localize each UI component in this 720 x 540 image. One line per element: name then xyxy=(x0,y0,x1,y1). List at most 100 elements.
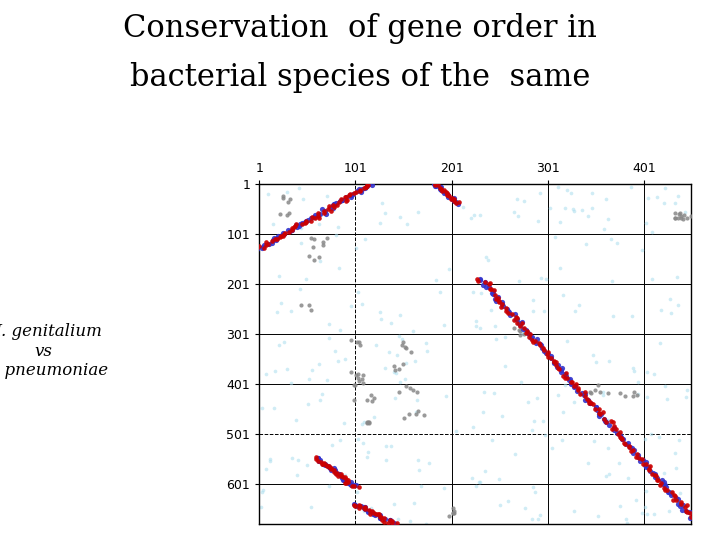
Point xyxy=(351,502,363,511)
Point xyxy=(584,399,595,408)
Point xyxy=(447,509,459,518)
Point xyxy=(443,511,454,520)
Point xyxy=(316,205,328,214)
Point xyxy=(490,322,501,330)
Point xyxy=(508,324,520,333)
Point xyxy=(678,501,689,509)
Point xyxy=(496,411,508,420)
Point xyxy=(337,473,348,482)
Point xyxy=(348,500,359,509)
Point xyxy=(325,465,337,474)
Point xyxy=(372,510,384,519)
Point xyxy=(551,361,562,370)
Point xyxy=(573,301,585,310)
Point xyxy=(382,519,394,528)
Point xyxy=(675,497,687,506)
Point xyxy=(499,362,510,370)
Point xyxy=(614,433,626,441)
Point xyxy=(385,517,397,525)
Point xyxy=(410,408,422,417)
Point xyxy=(681,386,693,394)
Point xyxy=(258,240,269,249)
Point xyxy=(359,503,371,512)
Point xyxy=(512,211,523,220)
Point xyxy=(634,454,645,462)
Point xyxy=(363,505,374,514)
Point xyxy=(545,354,557,362)
Point xyxy=(359,505,371,514)
Point xyxy=(632,453,644,461)
Point xyxy=(332,222,343,231)
Point xyxy=(621,439,632,448)
Point xyxy=(353,377,364,386)
Point xyxy=(516,319,528,328)
Point xyxy=(474,211,485,219)
Point xyxy=(659,483,670,492)
Point xyxy=(362,417,374,426)
Point xyxy=(566,378,577,387)
Point xyxy=(440,187,451,196)
Point xyxy=(615,431,626,440)
Point xyxy=(384,516,396,524)
Point xyxy=(584,399,595,408)
Point xyxy=(500,333,511,341)
Point xyxy=(368,412,379,421)
Point xyxy=(318,238,329,246)
Point xyxy=(351,338,363,346)
Point xyxy=(549,233,561,241)
Point xyxy=(329,465,341,474)
Point xyxy=(345,191,356,200)
Point xyxy=(548,357,559,366)
Point xyxy=(354,186,365,194)
Point xyxy=(680,507,692,515)
Point xyxy=(318,209,330,218)
Point xyxy=(569,381,580,390)
Point xyxy=(557,364,568,373)
Point xyxy=(429,181,441,190)
Point xyxy=(549,358,560,367)
Point xyxy=(631,450,642,458)
Point xyxy=(369,509,380,518)
Point xyxy=(534,339,545,347)
Point xyxy=(404,383,415,392)
Point xyxy=(480,253,492,261)
Point xyxy=(331,201,343,210)
Point xyxy=(678,215,689,224)
Point xyxy=(318,460,329,468)
Point xyxy=(518,329,530,338)
Point xyxy=(616,435,628,443)
Point xyxy=(274,272,285,280)
Point xyxy=(665,489,677,498)
Point xyxy=(661,483,672,491)
Point xyxy=(260,464,271,473)
Point xyxy=(278,230,289,239)
Point xyxy=(495,303,507,312)
Point xyxy=(593,511,604,520)
Point xyxy=(531,335,543,343)
Point xyxy=(545,354,557,362)
Point xyxy=(659,485,670,494)
Point xyxy=(594,409,606,417)
Point xyxy=(646,228,657,237)
Point xyxy=(346,336,357,345)
Point xyxy=(314,210,325,218)
Point xyxy=(323,482,334,491)
Point xyxy=(653,433,665,442)
Point xyxy=(323,462,334,470)
Text: Conservation  of gene order in: Conservation of gene order in xyxy=(123,14,597,44)
Point xyxy=(487,287,498,296)
Point xyxy=(362,448,374,456)
Point xyxy=(312,457,323,465)
Point xyxy=(660,381,671,390)
Point xyxy=(540,349,552,357)
Point xyxy=(600,471,612,480)
Point xyxy=(632,389,644,398)
Point xyxy=(294,285,305,293)
Point xyxy=(589,405,600,414)
Point xyxy=(671,272,683,281)
Point xyxy=(444,265,455,273)
Point xyxy=(500,303,512,312)
Point xyxy=(684,509,696,517)
Point xyxy=(673,210,685,219)
Point xyxy=(442,193,454,201)
